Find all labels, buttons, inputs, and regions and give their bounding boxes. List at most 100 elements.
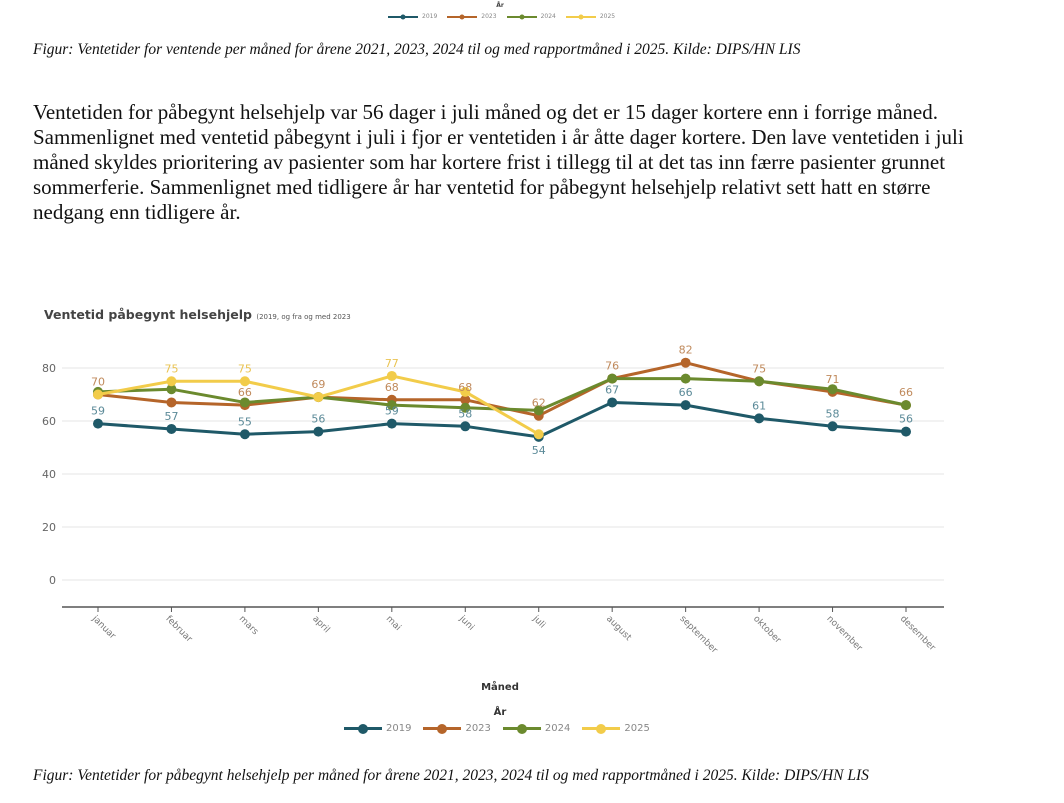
series-line-2024 [97, 377, 907, 412]
data-label-2019: 58 [826, 407, 840, 420]
data-label-2023: 62 [532, 397, 546, 410]
data-point-2024 [386, 400, 397, 411]
data-point-2019 [460, 421, 471, 432]
data-point-2019 [754, 413, 765, 424]
data-label-2023: 75 [752, 362, 766, 375]
legend-swatch-icon [582, 723, 621, 734]
legend-swatch-icon [506, 14, 537, 19]
data-label-2019: 59 [385, 405, 399, 418]
legend-swatch-icon [344, 723, 382, 734]
x-tick-label: januar [89, 613, 117, 641]
data-point-2025 [533, 429, 544, 440]
data-point-2019 [166, 423, 177, 434]
data-label-2023: 76 [605, 360, 619, 373]
data-point-2024 [460, 402, 471, 413]
top-legend-items: 2019 2023 2024 2025 [388, 13, 615, 20]
data-point-2023 [680, 357, 691, 368]
data-point-2023 [166, 397, 177, 408]
data-label-2025: 75 [238, 362, 252, 375]
data-point-2019 [901, 426, 911, 437]
data-label-2019: 61 [752, 399, 766, 412]
bottom-legend: År 2019 2023 2024 2025 [340, 707, 660, 741]
legend-item-2025[interactable]: 2025 [582, 723, 650, 734]
x-tick-label: oktober [751, 614, 783, 646]
y-tick-label: 0 [49, 574, 56, 587]
x-tick-label: november [824, 614, 864, 654]
x-tick-label: april [310, 614, 331, 635]
series-line-2019 [97, 400, 907, 439]
legend-item-2019[interactable]: 2019 [344, 723, 411, 734]
data-label-2023: 69 [311, 378, 325, 391]
data-point-2025 [166, 376, 177, 387]
legend-item-2019[interactable]: 2019 [388, 13, 437, 20]
data-point-2019 [239, 429, 250, 440]
data-point-2019 [607, 397, 618, 408]
data-point-2025 [239, 376, 250, 387]
body-paragraph: Ventetiden for påbegynt helsehjelp var 5… [33, 100, 964, 224]
data-label-2019: 54 [532, 444, 546, 457]
data-label-2019: 58 [458, 407, 472, 420]
legend-item-2024[interactable]: 2024 [506, 13, 556, 20]
legend-item-2024[interactable]: 2024 [502, 723, 571, 734]
data-label-2023: 68 [458, 381, 472, 394]
chart-title-text: Ventetid påbegynt helsehjelp [44, 307, 252, 322]
data-point-2024 [680, 373, 691, 384]
legend-label: 2024 [540, 13, 556, 20]
data-point-2025 [313, 392, 324, 403]
legend-swatch-icon [388, 14, 418, 19]
data-label-2023: 70 [91, 376, 105, 389]
data-point-2024 [239, 397, 250, 408]
y-tick-label: 80 [42, 362, 56, 375]
data-label-2019: 66 [679, 386, 693, 399]
x-tick-label: februar [163, 614, 194, 645]
x-tick-label: mai [384, 614, 403, 633]
data-point-2019 [386, 418, 397, 429]
chart-title: Ventetid påbegynt helsehjelp (2019, og f… [44, 307, 351, 322]
data-point-2019 [313, 426, 324, 437]
x-axis-title: Måned [481, 682, 519, 693]
legend-label: 2024 [544, 723, 571, 734]
data-label-2019: 67 [605, 383, 619, 396]
data-point-2019 [827, 421, 838, 432]
data-point-2024 [533, 405, 544, 416]
x-tick-label: juni [456, 613, 475, 632]
legend-title: År [493, 707, 507, 718]
data-label-2025: 75 [164, 362, 178, 375]
legend-label: 2023 [481, 13, 497, 20]
x-tick-label: desember [898, 614, 937, 653]
legend-item-2023[interactable]: 2023 [423, 723, 491, 734]
data-label-2019: 59 [91, 405, 105, 418]
legend-label: 2025 [624, 723, 650, 734]
top-legend: År 2019 2023 2024 2025 [380, 2, 620, 24]
legend-label: 2025 [599, 13, 616, 20]
data-point-2024 [827, 384, 838, 395]
data-point-2025 [460, 386, 471, 397]
legend-item-2025[interactable]: 2025 [565, 13, 616, 20]
data-label-2023: 82 [679, 344, 693, 357]
data-label-2023: 68 [385, 381, 399, 394]
data-label-2023: 66 [899, 386, 913, 399]
legend-swatch-icon [447, 14, 478, 19]
x-tick-label: september [678, 614, 720, 656]
data-point-2019 [93, 418, 103, 429]
y-tick-label: 20 [42, 521, 56, 534]
x-tick-label: juli [530, 613, 547, 630]
caption-top: Figur: Ventetider for ventende per måned… [33, 41, 801, 58]
legend-swatch-icon [565, 14, 596, 19]
data-point-2024 [754, 376, 765, 387]
legend-label: 2019 [386, 723, 412, 734]
data-label-2019: 55 [238, 415, 252, 428]
chart-subtitle: (2019, og fra og med 2023 [256, 313, 351, 321]
data-label-2019: 57 [164, 410, 178, 423]
legend-swatch-icon [423, 723, 462, 734]
data-point-2024 [607, 373, 618, 384]
line-chart: 0 20 40 60 80 januar februar mars april mai juni ju… [42, 344, 944, 656]
data-point-2024 [166, 384, 177, 395]
data-point-2024 [901, 400, 911, 411]
legend-item-2023[interactable]: 2023 [447, 13, 497, 20]
data-point-2019 [680, 400, 691, 411]
data-point-2023 [460, 394, 471, 405]
data-label-2019: 56 [311, 413, 325, 426]
legend-label: 2023 [465, 723, 491, 734]
legend-swatch-icon [502, 723, 541, 734]
